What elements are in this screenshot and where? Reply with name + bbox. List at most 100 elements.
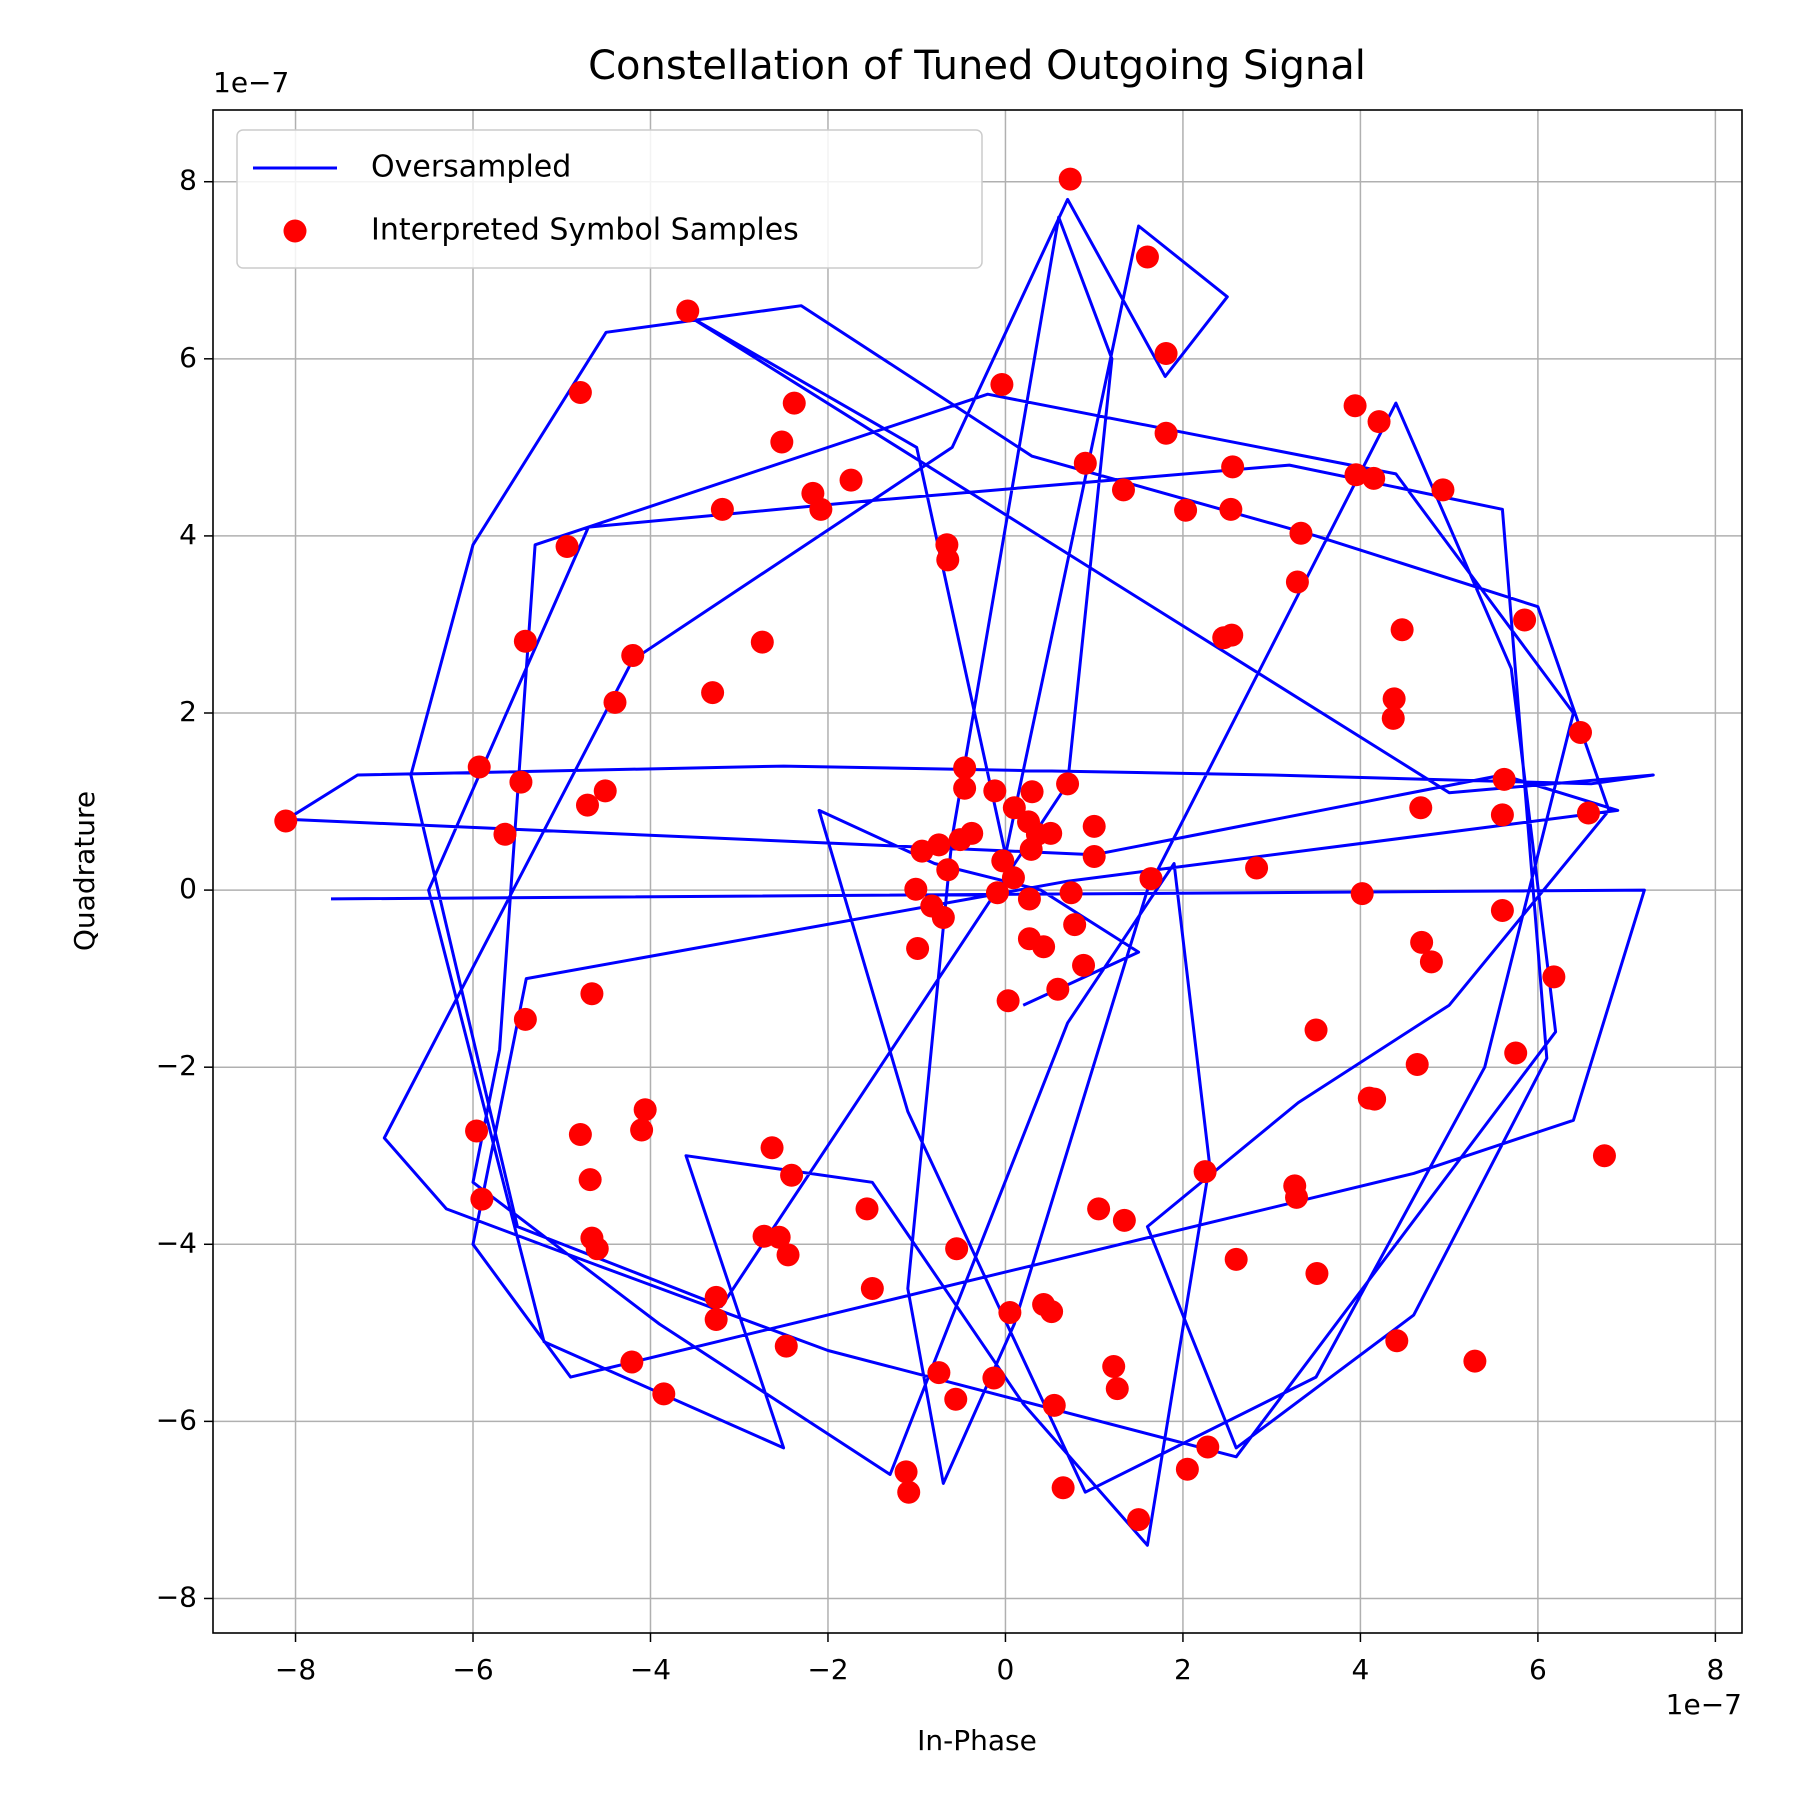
symbol-point (580, 982, 604, 1006)
x-offset-label: 1e−7 (1666, 1688, 1742, 1721)
symbol-point (1405, 1053, 1429, 1077)
symbol-point (945, 1237, 969, 1261)
x-tick-label: 6 (1529, 1653, 1547, 1686)
symbol-point (1410, 930, 1434, 954)
symbol-point (1224, 1247, 1248, 1271)
symbol-point (467, 755, 491, 779)
symbol-point (704, 1308, 728, 1332)
symbol-point (809, 497, 833, 521)
symbol-point (1285, 1185, 1309, 1209)
symbol-point (593, 779, 617, 803)
symbol-point (855, 1197, 879, 1221)
symbol-point (1175, 1457, 1199, 1481)
y-tick-label: −4 (156, 1226, 197, 1259)
symbol-point (839, 468, 863, 492)
symbol-point (1305, 1262, 1329, 1286)
symbol-point (1289, 521, 1313, 545)
symbol-point (568, 1122, 592, 1146)
symbol-point (701, 681, 725, 705)
symbol-point (509, 770, 533, 794)
symbol-point (1001, 866, 1025, 890)
symbol-point (953, 756, 977, 780)
symbol-point (1112, 1208, 1136, 1232)
symbol-point (760, 1136, 784, 1160)
symbol-point (1245, 856, 1269, 880)
symbol-point (630, 1118, 654, 1142)
symbol-point (1304, 1018, 1328, 1042)
grid: −8 −6 −4 −2 0 2 4 6 8 −8 −6 −4 −2 0 2 4 6 8 (156, 110, 1742, 1686)
symbol-point (1072, 953, 1096, 977)
symbol-point (948, 828, 972, 852)
symbol-point (274, 809, 298, 833)
symbol-point (1082, 844, 1106, 868)
symbol-point (493, 822, 517, 846)
symbol-point (897, 1480, 921, 1504)
symbol-point (1431, 478, 1455, 502)
symbol-point (1390, 618, 1414, 642)
symbol-point (894, 1460, 918, 1484)
y-tick-label: 6 (179, 341, 197, 374)
symbol-point (904, 877, 928, 901)
symbol-point (982, 1366, 1006, 1390)
symbol-point (1082, 814, 1106, 838)
y-offset-label: 1e−7 (213, 66, 289, 99)
symbol-point (1504, 1041, 1528, 1065)
symbol-point (927, 1361, 951, 1385)
symbol-point (906, 937, 930, 961)
symbol-point (1154, 421, 1178, 445)
symbol-point (1105, 1377, 1129, 1401)
symbol-point (1056, 772, 1080, 796)
symbol-point (1344, 463, 1368, 487)
symbol-point (704, 1285, 728, 1309)
symbol-point (767, 1225, 791, 1249)
symbol-point (652, 1382, 676, 1406)
symbol-point (983, 779, 1007, 803)
symbol-point (1102, 1354, 1126, 1378)
symbol-point (1127, 1508, 1151, 1532)
y-tick-label: 4 (179, 518, 197, 551)
symbol-point (585, 1237, 609, 1261)
symbol-point (985, 881, 1009, 905)
x-tick-label: 8 (1706, 1653, 1724, 1686)
symbol-point (1135, 245, 1159, 269)
symbol-point (1002, 796, 1026, 820)
x-tick-label: 2 (1174, 1653, 1192, 1686)
symbol-point (1139, 867, 1163, 891)
symbol-point (465, 1119, 489, 1143)
x-tick-label: −4 (630, 1653, 671, 1686)
symbol-point (1490, 803, 1514, 827)
symbol-point (1367, 410, 1391, 434)
symbol-point (1017, 887, 1041, 911)
symbol-point (1350, 882, 1374, 906)
symbol-point (953, 776, 977, 800)
symbol-point (1087, 1197, 1111, 1221)
symbol-point (578, 1168, 602, 1192)
symbol-point (1382, 687, 1406, 711)
symbol-point (1409, 796, 1433, 820)
symbol-point (1042, 1393, 1066, 1417)
symbol-point (1073, 451, 1097, 475)
symbol-point (991, 849, 1015, 873)
symbol-point (750, 630, 774, 654)
symbol-point (1032, 935, 1056, 959)
symbol-point (1542, 965, 1566, 989)
x-tick-label: 4 (1352, 1653, 1370, 1686)
symbol-point (1154, 342, 1178, 366)
legend-marker (283, 219, 307, 243)
symbol-point (936, 548, 960, 572)
symbol-point (676, 299, 700, 323)
symbol-point (931, 906, 955, 930)
symbol-point (1020, 780, 1044, 804)
symbol-point (568, 380, 592, 404)
symbol-point (633, 1098, 657, 1122)
symbol-point (1490, 898, 1514, 922)
symbol-point (1193, 1160, 1217, 1184)
symbol-point (1381, 706, 1405, 730)
symbol-point (1492, 767, 1516, 791)
symbol-point (575, 793, 599, 817)
symbol-point (1568, 720, 1592, 744)
symbol-point (1196, 1435, 1220, 1459)
symbol-point (1111, 478, 1135, 502)
